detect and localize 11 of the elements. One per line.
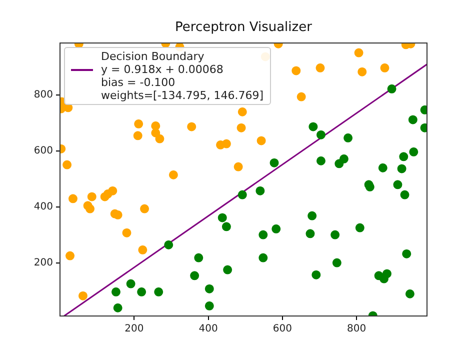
legend-label: y = 0.918x + 0.00068 bias = -0.100 weights=[-134.795, 146.769] [101,63,264,102]
y-tick-label: 400 [34,201,53,212]
legend-title: Decision Boundary [100,50,206,63]
y-tick-label: 200 [34,257,53,268]
x-tick-label: 600 [272,324,292,335]
y-tick-label: 600 [34,145,53,156]
x-tick-label: 800 [347,324,366,335]
x-tick-label: 400 [198,324,218,335]
chart-title: Perceptron Visualizer [174,20,313,35]
y-tick-label: 800 [34,89,53,100]
x-tick-label: 200 [124,324,144,335]
